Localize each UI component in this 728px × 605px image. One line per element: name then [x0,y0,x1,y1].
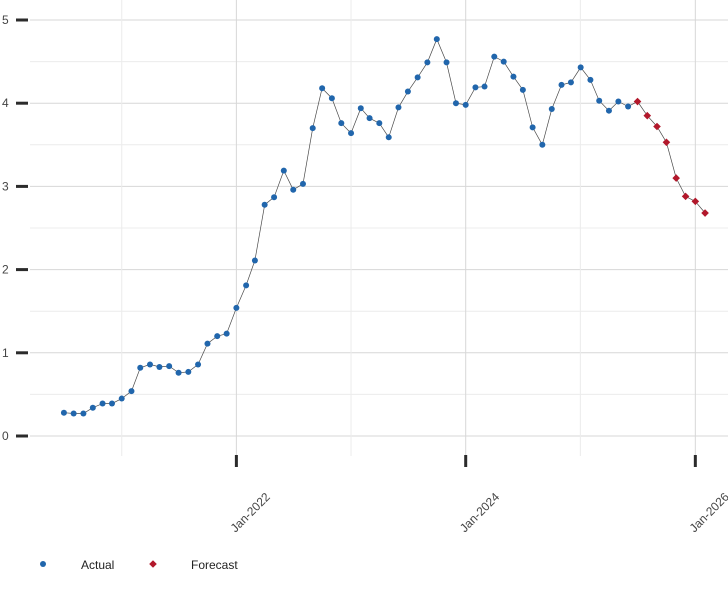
actual-point [80,410,87,417]
actual-point [70,410,77,417]
actual-point [89,404,96,411]
actual-point [195,361,202,368]
actual-point [185,368,192,375]
forecast-point [662,138,671,147]
legend: Actual Forecast [40,558,238,572]
actual-point [290,186,297,193]
actual-point [60,409,67,416]
actual-point [243,282,250,289]
series-line [63,38,706,414]
actual-point [348,130,355,137]
actual-point [299,180,306,187]
forecast-point [681,192,690,201]
actual-point [615,98,622,105]
grid [30,0,728,456]
actual-point [309,125,316,132]
actual-point [510,73,517,80]
forecast-point [691,197,700,206]
actual-point [500,58,507,65]
actual-point [404,88,411,95]
actual-point [414,74,421,81]
actual-point [539,141,546,148]
actual-point [462,101,469,108]
forecast-point [653,122,661,131]
forecast-point [633,97,642,106]
actual-point [577,64,584,71]
actual-point [261,201,268,208]
y-tick-label: 1 [2,346,9,360]
actual-point [223,330,230,337]
y-tick-label: 5 [2,13,9,27]
actual-point [271,194,278,201]
actual-point [233,304,240,311]
y-tick-label: 4 [2,96,9,110]
data-points [60,36,709,417]
actual-point [214,333,221,340]
actual-point [548,106,555,113]
actual-point [357,105,364,112]
actual-point [587,76,594,83]
actual-point [625,103,632,110]
y-tick-label: 3 [2,179,9,193]
actual-point [443,59,450,66]
actual-point [596,97,603,104]
actual-point [128,388,135,395]
legend-marker-forecast [149,560,157,568]
actual-point [108,400,115,407]
actual-point [156,363,163,370]
y-tick-label: 0 [2,429,9,443]
actual-point [376,120,383,127]
forecast-point [672,174,680,182]
actual-point [137,364,144,371]
legend-label-actual: Actual [81,558,114,572]
forecast-point [701,209,709,217]
actual-point [366,115,373,122]
actual-point [395,104,402,111]
actual-point [251,257,258,264]
actual-point [175,369,182,376]
series-lines [63,38,706,414]
actual-point [338,120,345,127]
x-tick-label: Jan-2024 [457,490,503,536]
legend-marker-actual [40,561,46,567]
actual-point [424,59,431,66]
actual-point [567,79,574,86]
actual-point [319,85,326,92]
actual-point [529,124,536,131]
actual-point [472,84,479,91]
y-tick-label: 2 [2,263,9,277]
actual-point [519,86,526,93]
actual-point [146,361,153,368]
legend-label-forecast: Forecast [191,558,238,572]
x-tick-label: Jan-2022 [228,490,274,536]
actual-point [328,95,335,102]
forecast-point [643,111,652,120]
actual-point [433,36,440,43]
actual-point [166,363,173,370]
actual-point [452,100,459,107]
actual-point [385,134,392,141]
actual-point [280,167,287,174]
actual-point [605,107,612,114]
actual-point [118,395,125,402]
actual-point [491,53,498,60]
actual-point [204,340,211,347]
actual-point [481,83,488,90]
actual-point [99,400,106,407]
x-tick-label: Jan-2026 [687,490,728,536]
actual-point [558,81,565,88]
axes: 0 1 2 3 4 5 Jan-2022 Jan-2024 Jan-2026 [2,13,728,535]
